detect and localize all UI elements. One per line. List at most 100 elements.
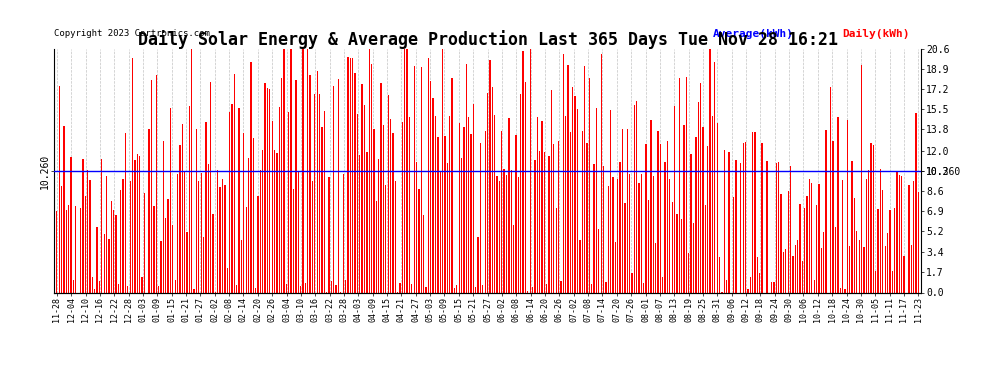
Bar xyxy=(749,277,751,292)
Bar xyxy=(248,158,249,292)
Bar xyxy=(426,287,427,292)
Bar xyxy=(527,291,529,292)
Bar xyxy=(428,58,429,292)
Bar xyxy=(61,186,62,292)
Bar xyxy=(433,98,434,292)
Bar xyxy=(244,133,245,292)
Bar xyxy=(343,174,344,292)
Bar xyxy=(371,64,372,292)
Bar xyxy=(456,285,457,292)
Bar xyxy=(889,210,891,292)
Bar xyxy=(724,150,725,292)
Bar xyxy=(213,214,214,292)
Bar xyxy=(172,225,173,292)
Bar xyxy=(205,122,207,292)
Bar xyxy=(113,210,114,292)
Bar xyxy=(118,285,119,292)
Bar xyxy=(345,280,346,292)
Bar xyxy=(620,162,621,292)
Bar xyxy=(201,173,202,292)
Bar xyxy=(262,150,263,292)
Bar xyxy=(148,129,149,292)
Bar xyxy=(307,49,308,292)
Bar xyxy=(480,142,481,292)
Bar xyxy=(778,162,779,292)
Bar xyxy=(655,243,656,292)
Bar xyxy=(336,285,337,292)
Bar xyxy=(349,57,350,292)
Bar xyxy=(865,179,867,292)
Bar xyxy=(395,180,396,292)
Bar xyxy=(581,131,583,292)
Bar xyxy=(310,75,311,292)
Bar xyxy=(63,126,64,292)
Bar xyxy=(220,187,221,292)
Bar xyxy=(174,280,176,292)
Bar xyxy=(671,202,673,292)
Bar xyxy=(610,110,611,292)
Bar xyxy=(858,240,859,292)
Bar xyxy=(193,289,195,292)
Bar xyxy=(558,141,559,292)
Bar xyxy=(695,137,697,292)
Bar xyxy=(826,130,827,292)
Bar xyxy=(887,234,888,292)
Bar xyxy=(783,252,784,292)
Bar xyxy=(844,289,845,292)
Bar xyxy=(127,286,129,292)
Bar xyxy=(139,156,141,292)
Bar xyxy=(747,289,748,292)
Bar xyxy=(719,257,720,292)
Bar xyxy=(224,185,226,292)
Bar xyxy=(550,90,552,292)
Bar xyxy=(241,240,243,292)
Bar xyxy=(494,116,495,292)
Bar xyxy=(411,284,413,292)
Bar xyxy=(440,172,441,292)
Bar xyxy=(785,249,786,292)
Bar xyxy=(250,62,251,292)
Bar xyxy=(544,152,545,292)
Bar xyxy=(678,78,680,292)
Bar xyxy=(506,175,507,292)
Bar xyxy=(674,106,675,292)
Bar xyxy=(617,179,619,292)
Bar xyxy=(752,132,753,292)
Bar xyxy=(465,63,467,292)
Bar xyxy=(710,49,711,292)
Bar xyxy=(853,198,855,292)
Bar xyxy=(449,116,450,292)
Bar xyxy=(293,189,294,292)
Bar xyxy=(809,179,810,292)
Bar xyxy=(896,172,898,292)
Bar xyxy=(414,66,415,292)
Bar xyxy=(908,185,910,292)
Bar xyxy=(698,102,699,292)
Bar xyxy=(780,194,782,292)
Bar xyxy=(875,271,876,292)
Bar xyxy=(756,257,758,292)
Bar xyxy=(378,159,379,292)
Bar xyxy=(111,201,112,292)
Text: Daily(kWh): Daily(kWh) xyxy=(842,29,910,39)
Bar xyxy=(333,86,335,292)
Bar xyxy=(101,159,102,292)
Bar xyxy=(849,246,850,292)
Bar xyxy=(567,65,568,292)
Bar xyxy=(407,49,408,292)
Bar xyxy=(329,177,330,292)
Bar xyxy=(555,208,556,292)
Bar xyxy=(846,120,848,292)
Bar xyxy=(797,240,798,292)
Bar xyxy=(419,189,420,292)
Bar xyxy=(283,49,285,292)
Bar xyxy=(446,163,448,292)
Bar xyxy=(470,134,471,292)
Bar xyxy=(636,100,638,292)
Bar xyxy=(312,181,313,292)
Bar xyxy=(736,160,737,292)
Bar xyxy=(816,206,817,292)
Bar xyxy=(84,196,86,292)
Bar xyxy=(702,127,704,292)
Bar xyxy=(445,136,446,292)
